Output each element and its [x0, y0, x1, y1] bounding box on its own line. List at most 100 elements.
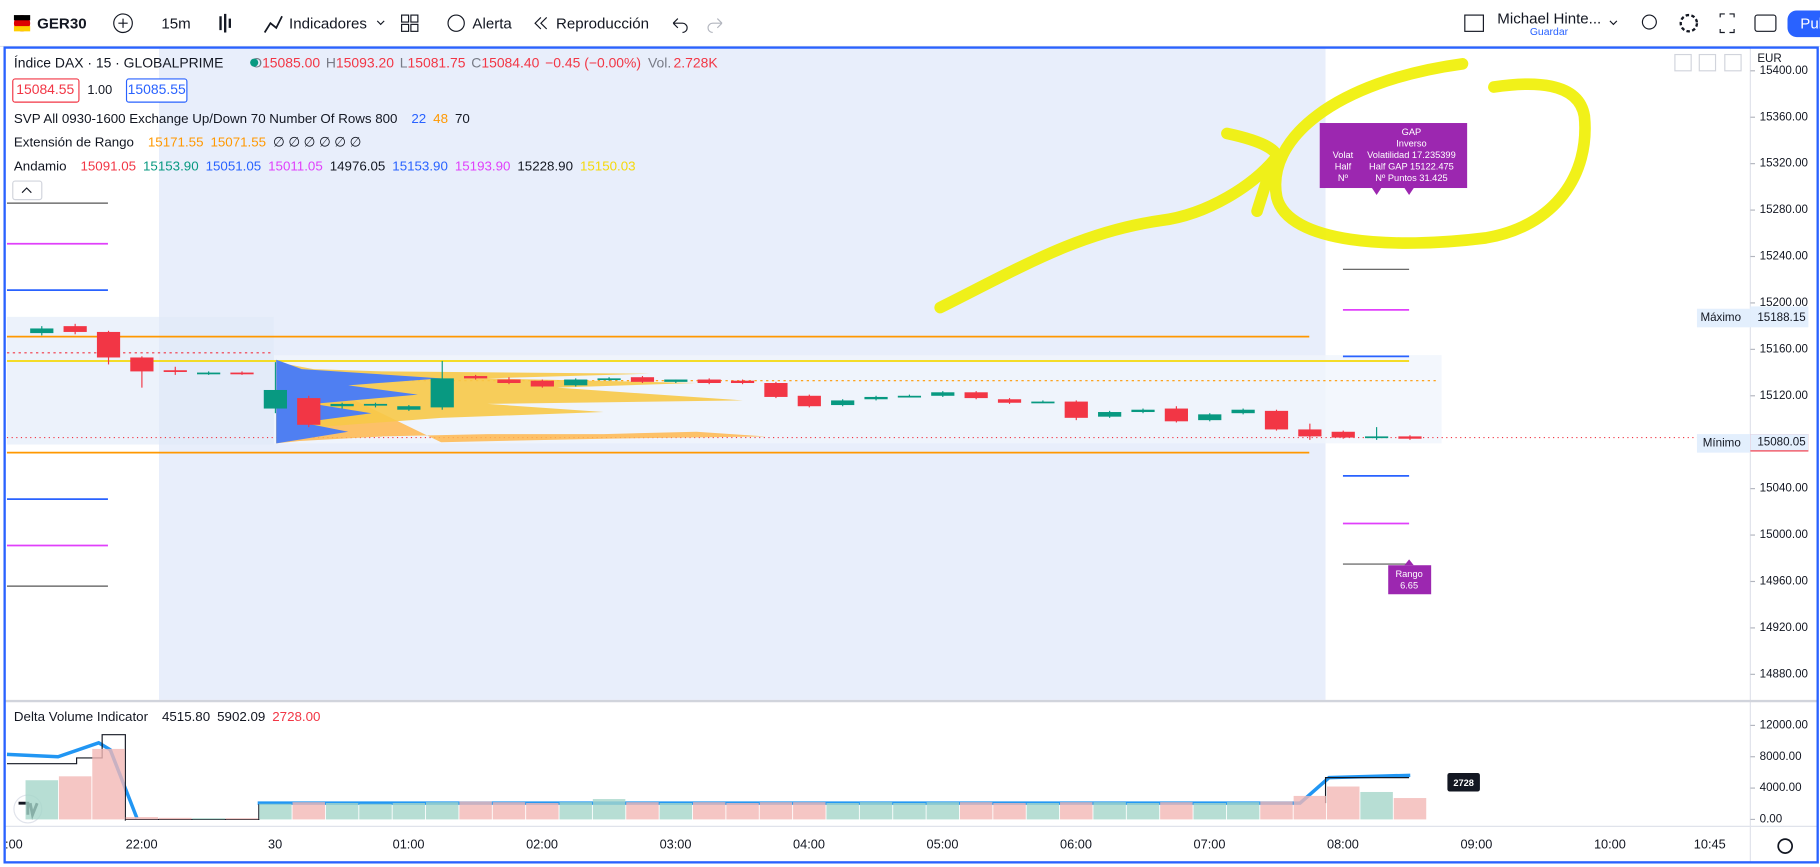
candle-body: [597, 378, 621, 381]
currency-label[interactable]: EUR: [1757, 52, 1781, 65]
price-tick-label: 15320.00: [1760, 157, 1808, 170]
volume-bar: [1026, 802, 1060, 820]
publish-button[interactable]: [1787, 10, 1820, 38]
volume-profile: [276, 359, 767, 444]
chart-type-button[interactable]: [219, 13, 231, 33]
indicator-value: 15228.90: [517, 159, 573, 174]
candle-body: [263, 389, 287, 409]
layout-button[interactable]: [401, 14, 410, 23]
candle-body: [797, 395, 821, 407]
symbol-button[interactable]: GER30: [37, 15, 86, 32]
alert-icon: [447, 14, 465, 32]
candle-body: [363, 403, 388, 406]
search-button[interactable]: [1641, 14, 1657, 30]
candle-body: [664, 379, 688, 382]
candle-body: [931, 392, 955, 396]
interval-button[interactable]: 15m: [161, 15, 190, 32]
add-symbol-button[interactable]: [113, 13, 133, 34]
layout-icon: [410, 14, 419, 23]
volume-bar: [25, 780, 59, 820]
ask-price[interactable]: 15085.55: [128, 81, 186, 97]
restore-button[interactable]: [1724, 53, 1742, 72]
candle-body: [430, 378, 454, 408]
time-axis-label: 10:45: [1694, 836, 1726, 851]
candle-body: [630, 377, 655, 382]
time-axis-label: :00: [5, 836, 23, 851]
ohlc-label: C: [471, 55, 481, 71]
volume-bar: [1093, 802, 1126, 820]
bid-box[interactable]: [12, 78, 80, 103]
dropdown-icon[interactable]: [376, 20, 385, 26]
bid-price[interactable]: 15084.55: [16, 81, 74, 97]
candle-body: [1231, 409, 1255, 414]
collapse-legend-button[interactable]: [12, 180, 43, 201]
time-axis-label: 06:00: [1060, 836, 1092, 851]
time-axis-label: 02:00: [526, 836, 558, 851]
candle-body: [1198, 414, 1222, 421]
user-menu-dropdown[interactable]: [1609, 20, 1618, 26]
candle-body: [1398, 436, 1422, 439]
min-price-bg: [1750, 434, 1809, 451]
candle-body: [330, 403, 354, 407]
ask-box[interactable]: [125, 78, 188, 103]
replay-icon: [534, 16, 548, 30]
redo-button[interactable]: [707, 18, 723, 34]
volume-bar: [592, 799, 626, 820]
candle-body: [1098, 412, 1122, 417]
highlight-scribble: [934, 58, 1591, 314]
layout-switch-button[interactable]: [1464, 14, 1484, 32]
volume-bar: [692, 802, 726, 820]
range-zone: [6, 316, 274, 445]
price-tick-label: 15240.00: [1760, 250, 1808, 263]
price-tick-label: 15400.00: [1760, 64, 1808, 77]
gap-label-cut: Half: [1335, 162, 1352, 172]
candle-body: [697, 379, 721, 384]
volume-bar: [58, 776, 92, 820]
candle-body: [1164, 408, 1188, 422]
indicator-value: 15071.55: [210, 134, 266, 149]
undo-button[interactable]: [672, 18, 688, 34]
volume-bar: [459, 801, 492, 820]
volume-bar: [726, 802, 759, 820]
volume-tick-label: 12000.00: [1760, 718, 1808, 731]
candle-body: [1365, 436, 1389, 439]
gap-label-cut: Nº: [1338, 173, 1349, 183]
candle-body: [397, 406, 421, 410]
indicator-value: 14976.05: [330, 159, 386, 174]
volume-bar: [793, 802, 826, 820]
volume-bar: [626, 802, 659, 820]
user-name[interactable]: Michael Hinte...: [1497, 11, 1601, 28]
volume-bar: [859, 802, 893, 820]
ohlc-value: 15093.20: [336, 55, 394, 71]
volume-label: Vol.: [648, 55, 671, 71]
min-label: Mínimo: [1703, 436, 1741, 449]
candle-body: [63, 326, 87, 332]
candle-body: [997, 399, 1022, 403]
legend-title: Índice DAX · 15 · GLOBALPRIME: [14, 55, 223, 71]
gap-label-line: GAP: [1402, 127, 1422, 137]
maximize-button[interactable]: [1698, 53, 1717, 72]
volume-bar: [1293, 795, 1327, 820]
volume-bar: [392, 802, 426, 820]
candle-body: [297, 398, 321, 425]
settings-button[interactable]: [1679, 13, 1699, 33]
replay-button[interactable]: Reproducción: [556, 15, 649, 32]
volume-bar: [92, 748, 125, 820]
min-label-bg: [1696, 434, 1751, 453]
indicator-value: 15011.05: [268, 159, 323, 174]
ohlc-label: H: [326, 55, 336, 71]
axis-settings-button[interactable]: [1777, 838, 1794, 854]
volume-bar: [1193, 802, 1227, 820]
indicator-value: 15171.55: [148, 134, 204, 149]
save-button[interactable]: Guardar: [1530, 27, 1569, 38]
scroll-button[interactable]: [1674, 53, 1692, 72]
snapshot-button[interactable]: [1754, 14, 1777, 32]
indicators-button[interactable]: Indicadores: [289, 15, 367, 32]
fullscreen-button[interactable]: [1719, 13, 1735, 34]
price-tick-label: 15280.00: [1760, 203, 1808, 216]
indicator-value: 15051.05: [206, 159, 262, 174]
candle-body: [30, 328, 54, 334]
alert-button[interactable]: Alerta: [472, 15, 512, 32]
time-axis-label: 09:00: [1460, 836, 1492, 851]
